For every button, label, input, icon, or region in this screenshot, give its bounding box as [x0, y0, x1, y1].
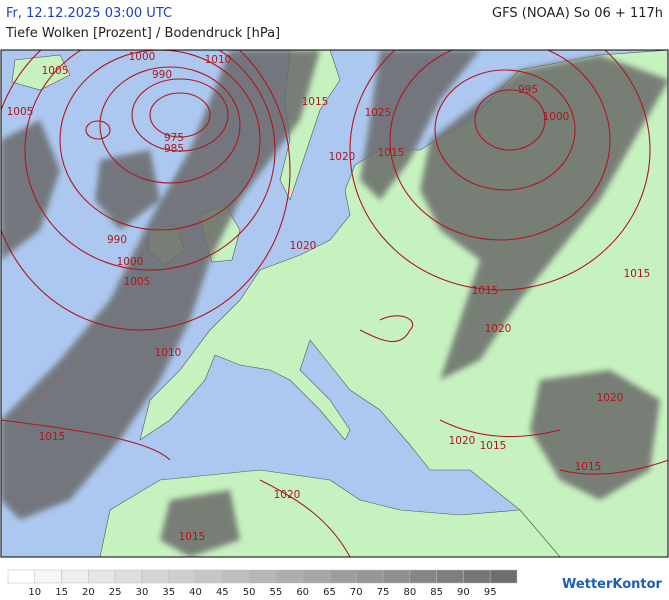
- isobar-label: 1005: [124, 276, 151, 288]
- isobar-labels: 1000 1005 1010 990 1015 1025 995 1000 1005 975985…: [7, 51, 651, 543]
- legend-swatch: [489, 569, 518, 584]
- legend-label: 25: [109, 587, 122, 598]
- isobar-label: 1020: [274, 489, 301, 501]
- legend-swatch: [275, 569, 303, 584]
- isobar-label: 1020: [485, 323, 512, 335]
- isobar-label: 1000: [129, 51, 156, 63]
- legend-label: 80: [403, 587, 416, 598]
- legend-swatch: [436, 569, 464, 584]
- isobar-label: 1015: [624, 268, 651, 280]
- legend-swatch: [195, 569, 223, 584]
- legend-label: 65: [323, 587, 336, 598]
- legend-label: 10: [28, 587, 41, 598]
- legend-label: 20: [82, 587, 95, 598]
- isobar-label: 1020: [329, 151, 356, 163]
- legend-swatch: [114, 569, 143, 584]
- legend-label: 85: [430, 587, 443, 598]
- legend-swatch: [88, 569, 116, 584]
- legend-label: 60: [296, 587, 309, 598]
- legend-swatch: [382, 569, 411, 584]
- legend-swatch: [329, 569, 357, 584]
- map-frame: [0, 49, 669, 558]
- isobar-label: 1015: [302, 96, 329, 108]
- isobar-label: 1020: [597, 392, 624, 404]
- legend-swatch: [409, 569, 437, 584]
- legend-label: 90: [457, 587, 470, 598]
- isobar-label: 990: [152, 69, 172, 81]
- legend-swatch: [463, 569, 491, 584]
- legend-label: 35: [162, 587, 175, 598]
- legend-swatch: [7, 569, 36, 584]
- legend-swatch: [356, 569, 384, 584]
- legend-label: 55: [270, 587, 283, 598]
- legend-label: 70: [350, 587, 363, 598]
- isobar-label: 1015: [480, 440, 507, 452]
- isobar-label: 995: [518, 84, 538, 96]
- map-subtitle: Tiefe Wolken [Prozent] / Bodendruck [hPa…: [6, 26, 281, 41]
- isobar-label: 1015: [472, 285, 499, 297]
- isobar-label: 1015: [575, 461, 602, 473]
- isobar-label: 1015: [39, 431, 66, 443]
- isobar-label: 1010: [155, 347, 182, 359]
- cloud-cover: [1, 50, 668, 557]
- legend-label: 15: [55, 587, 68, 598]
- legend-swatch: [61, 569, 89, 584]
- legend-swatch: [302, 569, 330, 584]
- legend-label: 40: [189, 587, 202, 598]
- legend-label: 30: [136, 587, 149, 598]
- isobar-label: 985: [164, 143, 184, 155]
- isobar-label: 1020: [449, 435, 476, 447]
- isobar-label: 1005: [42, 65, 69, 77]
- legend-swatch: [222, 569, 250, 584]
- isobar-label: 1015: [179, 531, 206, 543]
- legend-label: 75: [377, 587, 390, 598]
- legend-swatch: [168, 569, 196, 584]
- isobars: [1, 50, 668, 557]
- isobar-label: 1015: [378, 147, 405, 159]
- isobar-label: 1005: [7, 106, 34, 118]
- map-area: 1000 1005 1010 990 1015 1025 995 1000 1005 975985…: [1, 50, 668, 557]
- legend-label: 95: [484, 587, 497, 598]
- valid-time: Fr, 12.12.2025 03:00 UTC: [6, 6, 173, 21]
- isobar-label: 1025: [365, 107, 392, 119]
- legend-swatch: [248, 569, 277, 584]
- legend-swatch: [141, 569, 169, 584]
- isobar-label: 1020: [290, 240, 317, 252]
- legend-label: 45: [216, 587, 229, 598]
- isobar-label: 975: [164, 132, 184, 144]
- legend-label: 50: [243, 587, 256, 598]
- isobar-label: 1010: [205, 54, 232, 66]
- model-run: GFS (NOAA) So 06 + 117h: [492, 6, 663, 21]
- brand-logo: WetterKontor: [562, 577, 663, 592]
- isobar-label: 1000: [543, 111, 570, 123]
- legend: 10 15 20 25 30 35 40 45 50 55 60 65 70 75 80 85 90 95: [7, 569, 518, 598]
- isobar-label: 1000: [117, 256, 144, 268]
- isobar-label: 990: [107, 234, 127, 246]
- legend-swatch: [34, 569, 62, 584]
